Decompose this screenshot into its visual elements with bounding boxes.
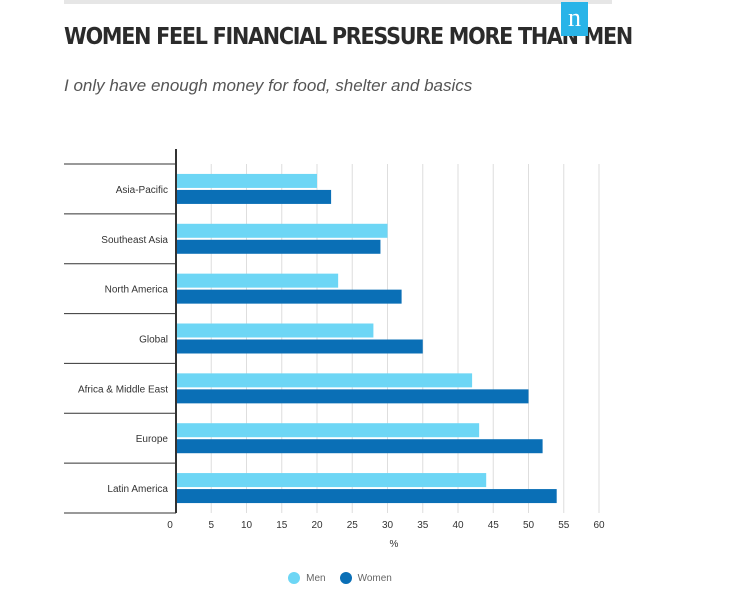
legend-item-men[interactable]: Men [288, 572, 326, 584]
bar-women [176, 339, 423, 354]
x-tick-label: 30 [382, 520, 394, 531]
top-rule [64, 0, 612, 4]
legend-item-women[interactable]: Women [339, 572, 392, 584]
bar-women [176, 239, 381, 254]
bar-chart: Asia-Pacific Southeast Asia North America G… [64, 149, 605, 550]
brand-logo: n [561, 2, 588, 36]
x-tick-label: 35 [417, 520, 429, 531]
x-tick-label: 45 [488, 520, 500, 531]
legend: Men Women [0, 572, 680, 584]
category-label: Latin America [107, 484, 168, 495]
category-label: Europe [136, 434, 169, 445]
x-tick-label: 5 [208, 520, 214, 531]
x-tick-label: 50 [523, 520, 535, 531]
legend-label-women: Women [357, 572, 392, 584]
x-tick-label: 15 [276, 520, 288, 531]
category-label: Global [139, 335, 168, 346]
bar-men [176, 273, 339, 288]
category-label: Asia-Pacific [116, 185, 168, 196]
x-axis-label: % [390, 539, 399, 550]
x-tick-label: 20 [311, 520, 323, 531]
bar-men [176, 373, 473, 388]
x-tick-label: 10 [241, 520, 253, 531]
x-tick-label: 40 [452, 520, 464, 531]
x-tick-label: 0 [167, 520, 173, 531]
bar-women [176, 489, 557, 504]
category-label: North America [105, 285, 169, 296]
x-tick-label: 25 [347, 520, 359, 531]
bar-men [176, 323, 374, 338]
bar-women [176, 439, 543, 454]
bar-women [176, 389, 529, 404]
chart-subtitle: I only have enough money for food, shelt… [64, 76, 473, 95]
bar-men [176, 173, 317, 188]
bar-men [176, 473, 487, 488]
bar-men [176, 423, 480, 438]
chart-title: WOMEN FEEL FINANCIAL PRESSURE MORE THAN … [64, 24, 633, 50]
legend-swatch-women [339, 572, 352, 584]
bar-women [176, 289, 402, 304]
bar-men [176, 223, 388, 238]
legend-label-men: Men [306, 572, 326, 584]
bar-women [176, 189, 332, 204]
x-tick-label: 60 [593, 520, 605, 531]
x-tick-label: 55 [558, 520, 570, 531]
legend-swatch-men [288, 572, 301, 584]
category-label: Southeast Asia [101, 235, 168, 246]
category-label: Africa & Middle East [78, 384, 168, 395]
